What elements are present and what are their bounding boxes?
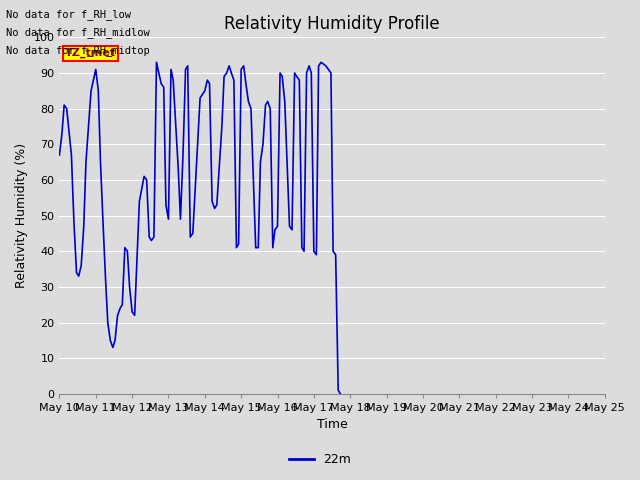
Text: No data for f_RH_midtop: No data for f_RH_midtop xyxy=(6,45,150,56)
Text: No data for f_RH_midlow: No data for f_RH_midlow xyxy=(6,27,150,38)
X-axis label: Time: Time xyxy=(317,419,348,432)
Text: TZ_tmet: TZ_tmet xyxy=(65,48,116,58)
Legend: 22m: 22m xyxy=(284,448,356,471)
Text: No data for f_RH_low: No data for f_RH_low xyxy=(6,9,131,20)
Title: Relativity Humidity Profile: Relativity Humidity Profile xyxy=(224,15,440,33)
Y-axis label: Relativity Humidity (%): Relativity Humidity (%) xyxy=(15,143,28,288)
